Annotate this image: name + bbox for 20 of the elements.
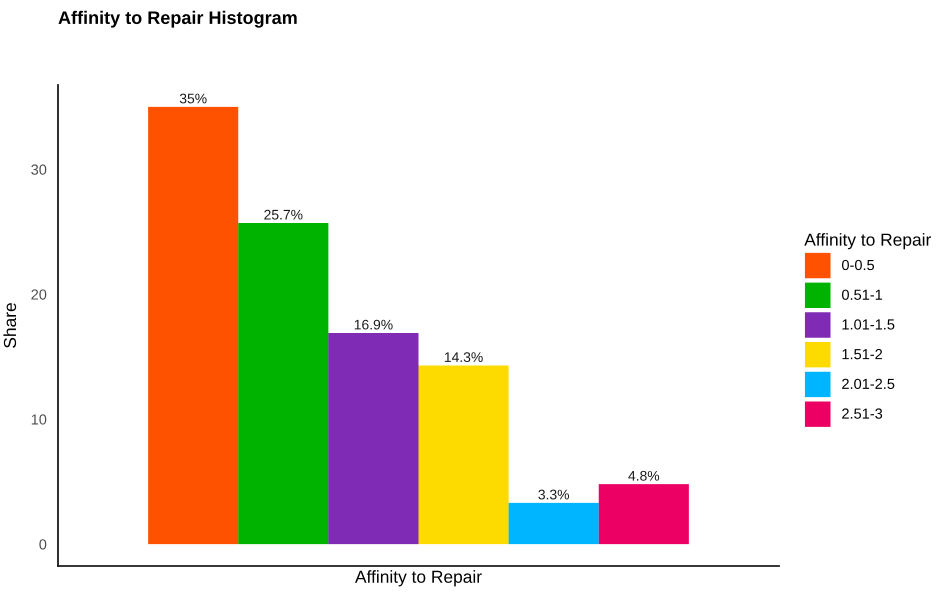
legend-label: 0-0.5 (842, 260, 874, 270)
legend-label: 1.01-1.5 (842, 319, 894, 330)
y-tick-label: 30 (31, 164, 46, 175)
data-label: 16.9% (354, 320, 393, 330)
y-axis-title: Share (3, 303, 16, 348)
chart-title: Affinity to Repair Histogram (58, 10, 297, 28)
y-tick-label: 20 (31, 289, 46, 300)
x-axis-title: Affinity to Repair (355, 570, 482, 586)
legend-label: 2.51-3 (842, 408, 882, 419)
y-tick-label: 10 (32, 414, 46, 425)
data-label: 14.3% (444, 352, 483, 362)
legend-title: Affinity to Repair (804, 233, 932, 250)
data-label: 4.8% (628, 470, 660, 481)
y-tick-label: 0 (39, 539, 46, 550)
data-label: 35% (180, 94, 207, 104)
legend-label: 2.01-2.5 (842, 378, 894, 390)
data-label: 25.7% (264, 210, 303, 220)
data-label: 3.3% (538, 490, 570, 500)
legend-label: 0.51-1 (842, 290, 882, 300)
legend-label: 1.51-2 (842, 349, 882, 360)
